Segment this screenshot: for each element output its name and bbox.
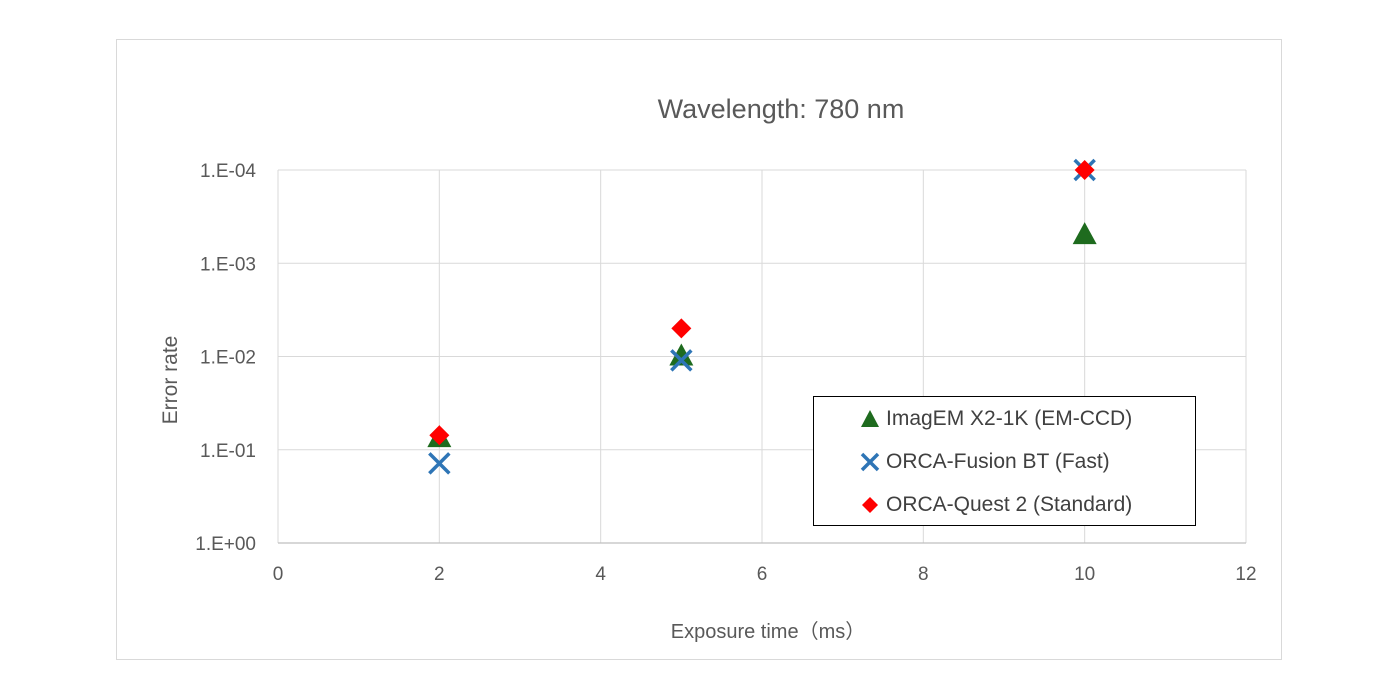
y-tick-label: 1.E-04	[200, 161, 256, 182]
legend-label-imagem: ImagEM X2-1K (EM-CCD)	[886, 407, 1133, 430]
legend-label-orca-fusion: ORCA-Fusion BT (Fast)	[886, 450, 1110, 473]
triangle-marker-icon	[861, 410, 879, 427]
x-tick-label: 10	[1074, 564, 1095, 585]
diamond-data-point	[429, 425, 450, 446]
legend-item-orca-fusion: ORCA-Fusion BT (Fast)	[814, 447, 1110, 477]
x-axis-label: Exposure time（ms）	[671, 620, 866, 643]
x-tick-label: 0	[273, 564, 284, 585]
y-tick-label: 1.E-03	[200, 254, 256, 275]
diamond-data-point	[1074, 160, 1095, 180]
chart-title: Wavelength: 780 nm	[658, 94, 905, 124]
y-tick-label: 1.E-02	[200, 348, 256, 369]
y-tick-label: 1.E-01	[200, 441, 256, 462]
triangle-data-point	[1072, 222, 1097, 245]
legend-label-orca-quest: ORCA-Quest 2 (Standard)	[886, 493, 1133, 516]
triangle-data-point	[669, 343, 694, 366]
x-tick-label: 12	[1235, 564, 1256, 585]
x-data-point	[428, 452, 451, 475]
diamond-marker-icon	[862, 497, 878, 513]
legend-item-imagem: ImagEM X2-1K (EM-CCD)	[814, 404, 1132, 434]
chart-frame	[116, 39, 1282, 660]
x-marker-icon	[860, 452, 880, 472]
y-tick-label: 1.E+00	[195, 534, 256, 555]
legend-item-orca-quest: ORCA-Quest 2 (Standard)	[814, 490, 1132, 520]
x-tick-label: 4	[595, 564, 606, 585]
x-tick-label: 2	[434, 564, 445, 585]
diamond-data-point	[671, 318, 692, 339]
x-data-point	[670, 349, 693, 372]
x-tick-label: 6	[757, 564, 768, 585]
legend: ImagEM X2-1K (EM-CCD) ORCA-Fusion BT (Fa…	[813, 396, 1196, 526]
y-axis-label: Error rate	[159, 336, 182, 425]
x-tick-label: 8	[918, 564, 929, 585]
